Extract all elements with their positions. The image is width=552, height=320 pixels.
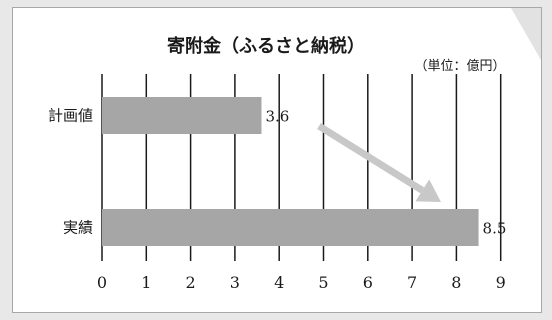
x-tick-label: 9 xyxy=(496,273,506,292)
bar xyxy=(102,97,262,134)
bars xyxy=(102,97,479,246)
x-tick-label: 1 xyxy=(141,273,151,292)
x-tick-label: 5 xyxy=(318,273,328,292)
category-label: 実績 xyxy=(63,219,93,237)
category-label: 計画値 xyxy=(48,107,93,125)
x-tick-label: 0 xyxy=(97,273,107,292)
x-tick-label: 6 xyxy=(363,273,373,292)
x-tick-label: 3 xyxy=(230,273,240,292)
trend-arrow-head xyxy=(415,179,441,202)
data-label: 8.5 xyxy=(483,220,507,238)
bar xyxy=(102,209,479,246)
page-corner-shade xyxy=(511,8,541,60)
x-tick-label: 8 xyxy=(451,273,461,292)
data-label: 3.6 xyxy=(265,108,289,126)
x-tick-labels: 0 1 2 3 4 5 6 7 8 9 xyxy=(97,273,506,292)
chart-panel: 寄附金（ふるさと納税） （単位：億円） 計画値実績 0 1 2 3 4 5 6 7 8 9 3.6… xyxy=(12,7,542,313)
x-tick-label: 7 xyxy=(407,273,417,292)
unit-label: （単位：億円） xyxy=(414,58,505,74)
x-tick-label: 2 xyxy=(186,273,196,292)
chart-title: 寄附金（ふるさと納税） xyxy=(167,35,365,57)
trend-arrow-shaft xyxy=(317,123,425,194)
trend-arrow xyxy=(317,123,441,202)
data-labels: 3.6 8.5 xyxy=(265,108,506,238)
x-tick-label: 4 xyxy=(274,273,284,292)
